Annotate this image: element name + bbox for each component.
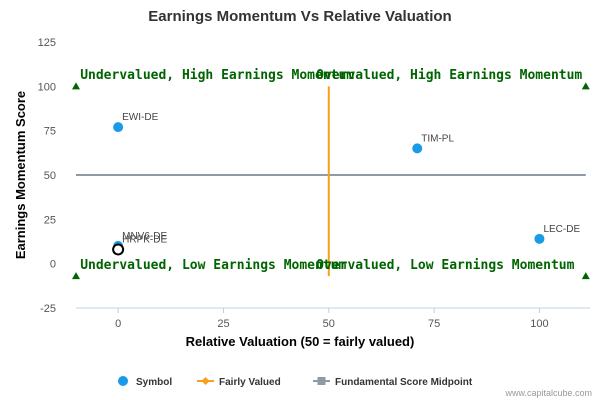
corner-markers xyxy=(72,82,590,280)
quadrant-label: Overvalued, High Earnings Momentum xyxy=(316,68,582,83)
point-label: EWI-DE xyxy=(122,112,158,123)
legend-symbol-marker xyxy=(118,376,128,386)
corner-triangle-marker xyxy=(72,82,80,90)
y-tick-label: 125 xyxy=(38,37,56,49)
legend-fair-marker xyxy=(201,377,210,385)
data-point xyxy=(534,233,545,244)
x-tick-label: 0 xyxy=(115,318,121,330)
quadrant-labels: Undervalued, High Earnings MomentumOverv… xyxy=(80,68,582,273)
legend-midpoint-label: Fundamental Score Midpoint xyxy=(335,377,473,388)
point-label: LEC-DE xyxy=(543,224,580,235)
quadrant-label: Undervalued, High Earnings Momentum xyxy=(80,68,354,83)
y-tick-label: 0 xyxy=(50,259,56,271)
x-axis-title: Relative Valuation (50 = fairly valued) xyxy=(186,334,415,349)
reference-lines xyxy=(76,86,586,277)
credit-text: www.capitalcube.com xyxy=(504,388,592,398)
legend-midpoint-marker xyxy=(317,377,326,385)
corner-triangle-marker xyxy=(72,272,80,280)
x-tick-label: 50 xyxy=(323,318,335,330)
x-tick-label: 100 xyxy=(530,318,548,330)
y-axis-title: Earnings Momentum Score xyxy=(13,91,28,259)
y-tick-label: 100 xyxy=(38,81,56,93)
quadrant-label: Undervalued, Low Earnings Momentum xyxy=(80,258,346,273)
point-label: MNV6-DE xyxy=(122,231,167,242)
y-tick-label: 50 xyxy=(44,170,56,182)
point-label: TIM-PL xyxy=(421,133,454,144)
y-tick-label: 75 xyxy=(44,126,56,138)
y-tick-label: -25 xyxy=(40,303,56,315)
corner-triangle-marker xyxy=(581,82,590,90)
quadrant-label: Overvalued, Low Earnings Momentum xyxy=(316,258,574,273)
axis-ticks: 0 25 50 75 100 -25 0 25 50 75 100 125 xyxy=(38,37,549,330)
data-point xyxy=(113,122,124,133)
x-tick-label: 75 xyxy=(428,318,440,330)
legend-fair-label: Fairly Valued xyxy=(219,377,281,388)
x-tick-label: 25 xyxy=(217,318,229,330)
data-point xyxy=(412,143,423,154)
highlight-point xyxy=(112,243,125,256)
chart-title: Earnings Momentum Vs Relative Valuation xyxy=(148,8,451,25)
point-label: HRPK-DE xyxy=(122,234,167,245)
y-tick-label: 25 xyxy=(44,214,56,226)
corner-triangle-marker xyxy=(581,272,590,280)
legend: Symbol Fairly Valued Fundamental Score Mid… xyxy=(118,376,473,388)
legend-symbol-label: Symbol xyxy=(136,377,172,388)
